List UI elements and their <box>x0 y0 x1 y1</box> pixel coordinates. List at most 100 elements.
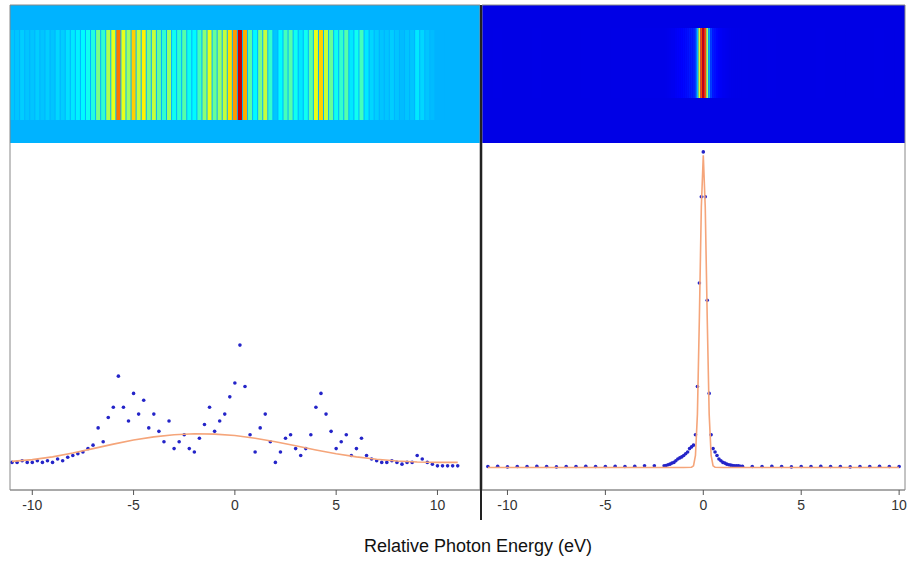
image-stripe <box>390 30 394 120</box>
data-point <box>248 433 252 437</box>
image-stripe <box>552 28 562 98</box>
image-stripe <box>304 30 308 120</box>
image-stripe <box>349 30 353 120</box>
image-stripe <box>712 28 714 98</box>
data-point <box>25 461 29 465</box>
x-tick-label: 0 <box>699 497 707 513</box>
image-stripe <box>826 28 836 98</box>
image-stripe <box>339 30 343 120</box>
image-stripe <box>213 30 217 120</box>
image-stripe <box>683 28 685 98</box>
panel-edge <box>10 5 11 490</box>
x-tick <box>801 490 802 495</box>
data-point <box>243 385 247 389</box>
data-point <box>451 464 455 468</box>
data-point <box>365 454 369 458</box>
fit-line <box>12 434 458 463</box>
image-stripe <box>420 30 424 120</box>
image-stripe <box>142 30 146 120</box>
image-stripe <box>278 30 282 120</box>
data-point <box>400 462 404 466</box>
image-stripe <box>187 30 191 120</box>
image-stripe <box>677 28 679 98</box>
image-stripe <box>610 28 620 98</box>
image-stripe <box>681 28 683 98</box>
x-tick-label: -5 <box>599 497 612 513</box>
data-point <box>132 392 136 396</box>
data-point <box>223 412 227 416</box>
image-stripe <box>875 28 885 98</box>
data-point <box>233 381 237 385</box>
panel-divider <box>480 5 482 520</box>
x-tick <box>234 490 235 495</box>
panel-edge <box>482 5 905 6</box>
image-stripe <box>152 30 156 120</box>
image-stripe <box>385 30 389 120</box>
x-tick <box>336 490 337 495</box>
image-stripe <box>440 30 444 120</box>
image-stripe <box>147 30 151 120</box>
chart: -10-50510-10-50510Relative Photon Energy… <box>0 0 915 563</box>
image-stripe <box>354 30 358 120</box>
x-axis <box>482 490 905 491</box>
image-stripe <box>708 28 710 98</box>
data-point <box>263 412 267 416</box>
image-stripe <box>66 30 70 120</box>
image-stripe <box>25 30 29 120</box>
x-tick-label: -10 <box>22 497 42 513</box>
image-stripe <box>667 28 669 98</box>
image-stripe <box>258 30 262 120</box>
image-stripe <box>816 28 826 98</box>
image-stripe <box>796 28 806 98</box>
data-point <box>56 457 60 461</box>
data-point <box>137 412 141 416</box>
image-stripe <box>299 30 303 120</box>
image-stripe <box>710 28 712 98</box>
image-stripe <box>405 30 409 120</box>
data-point <box>177 440 181 444</box>
image-stripe <box>86 30 90 120</box>
image-stripe <box>30 30 34 120</box>
data-point <box>208 405 212 409</box>
image-stripe <box>425 30 429 120</box>
image-stripe <box>81 30 85 120</box>
data-point <box>713 450 717 454</box>
image-stripe <box>157 30 161 120</box>
data-point <box>415 454 419 458</box>
data-point <box>51 461 55 465</box>
data-point <box>711 447 715 451</box>
image-background <box>10 5 480 143</box>
image-stripe <box>359 30 363 120</box>
image-stripe <box>700 28 702 98</box>
image-stripe <box>91 30 95 120</box>
data-point <box>701 150 705 154</box>
data-point <box>193 450 197 454</box>
x-tick <box>507 490 508 495</box>
data-point <box>420 457 424 461</box>
image-stripe <box>665 28 667 98</box>
image-stripe <box>694 28 696 98</box>
image-stripe <box>76 30 80 120</box>
image-stripe <box>730 28 732 98</box>
image-stripe <box>741 28 747 98</box>
image-stripe <box>630 28 640 98</box>
image-stripe <box>724 28 726 98</box>
image-stripe <box>172 30 176 120</box>
image-stripe <box>747 28 757 98</box>
image-stripe <box>512 28 522 98</box>
x-tick <box>899 490 900 495</box>
image-stripe <box>283 30 287 120</box>
image-stripe <box>334 30 338 120</box>
image-stripe <box>248 30 252 120</box>
image-stripe <box>640 28 650 98</box>
image-stripe <box>738 28 740 98</box>
data-point <box>441 464 445 468</box>
plot-area <box>10 343 459 467</box>
data-point <box>117 374 121 378</box>
fit-line <box>488 155 899 467</box>
image-stripe <box>20 30 24 120</box>
image-stripe <box>243 30 247 120</box>
data-point <box>46 459 50 463</box>
image-stripe <box>238 30 242 120</box>
data-point <box>380 461 384 465</box>
